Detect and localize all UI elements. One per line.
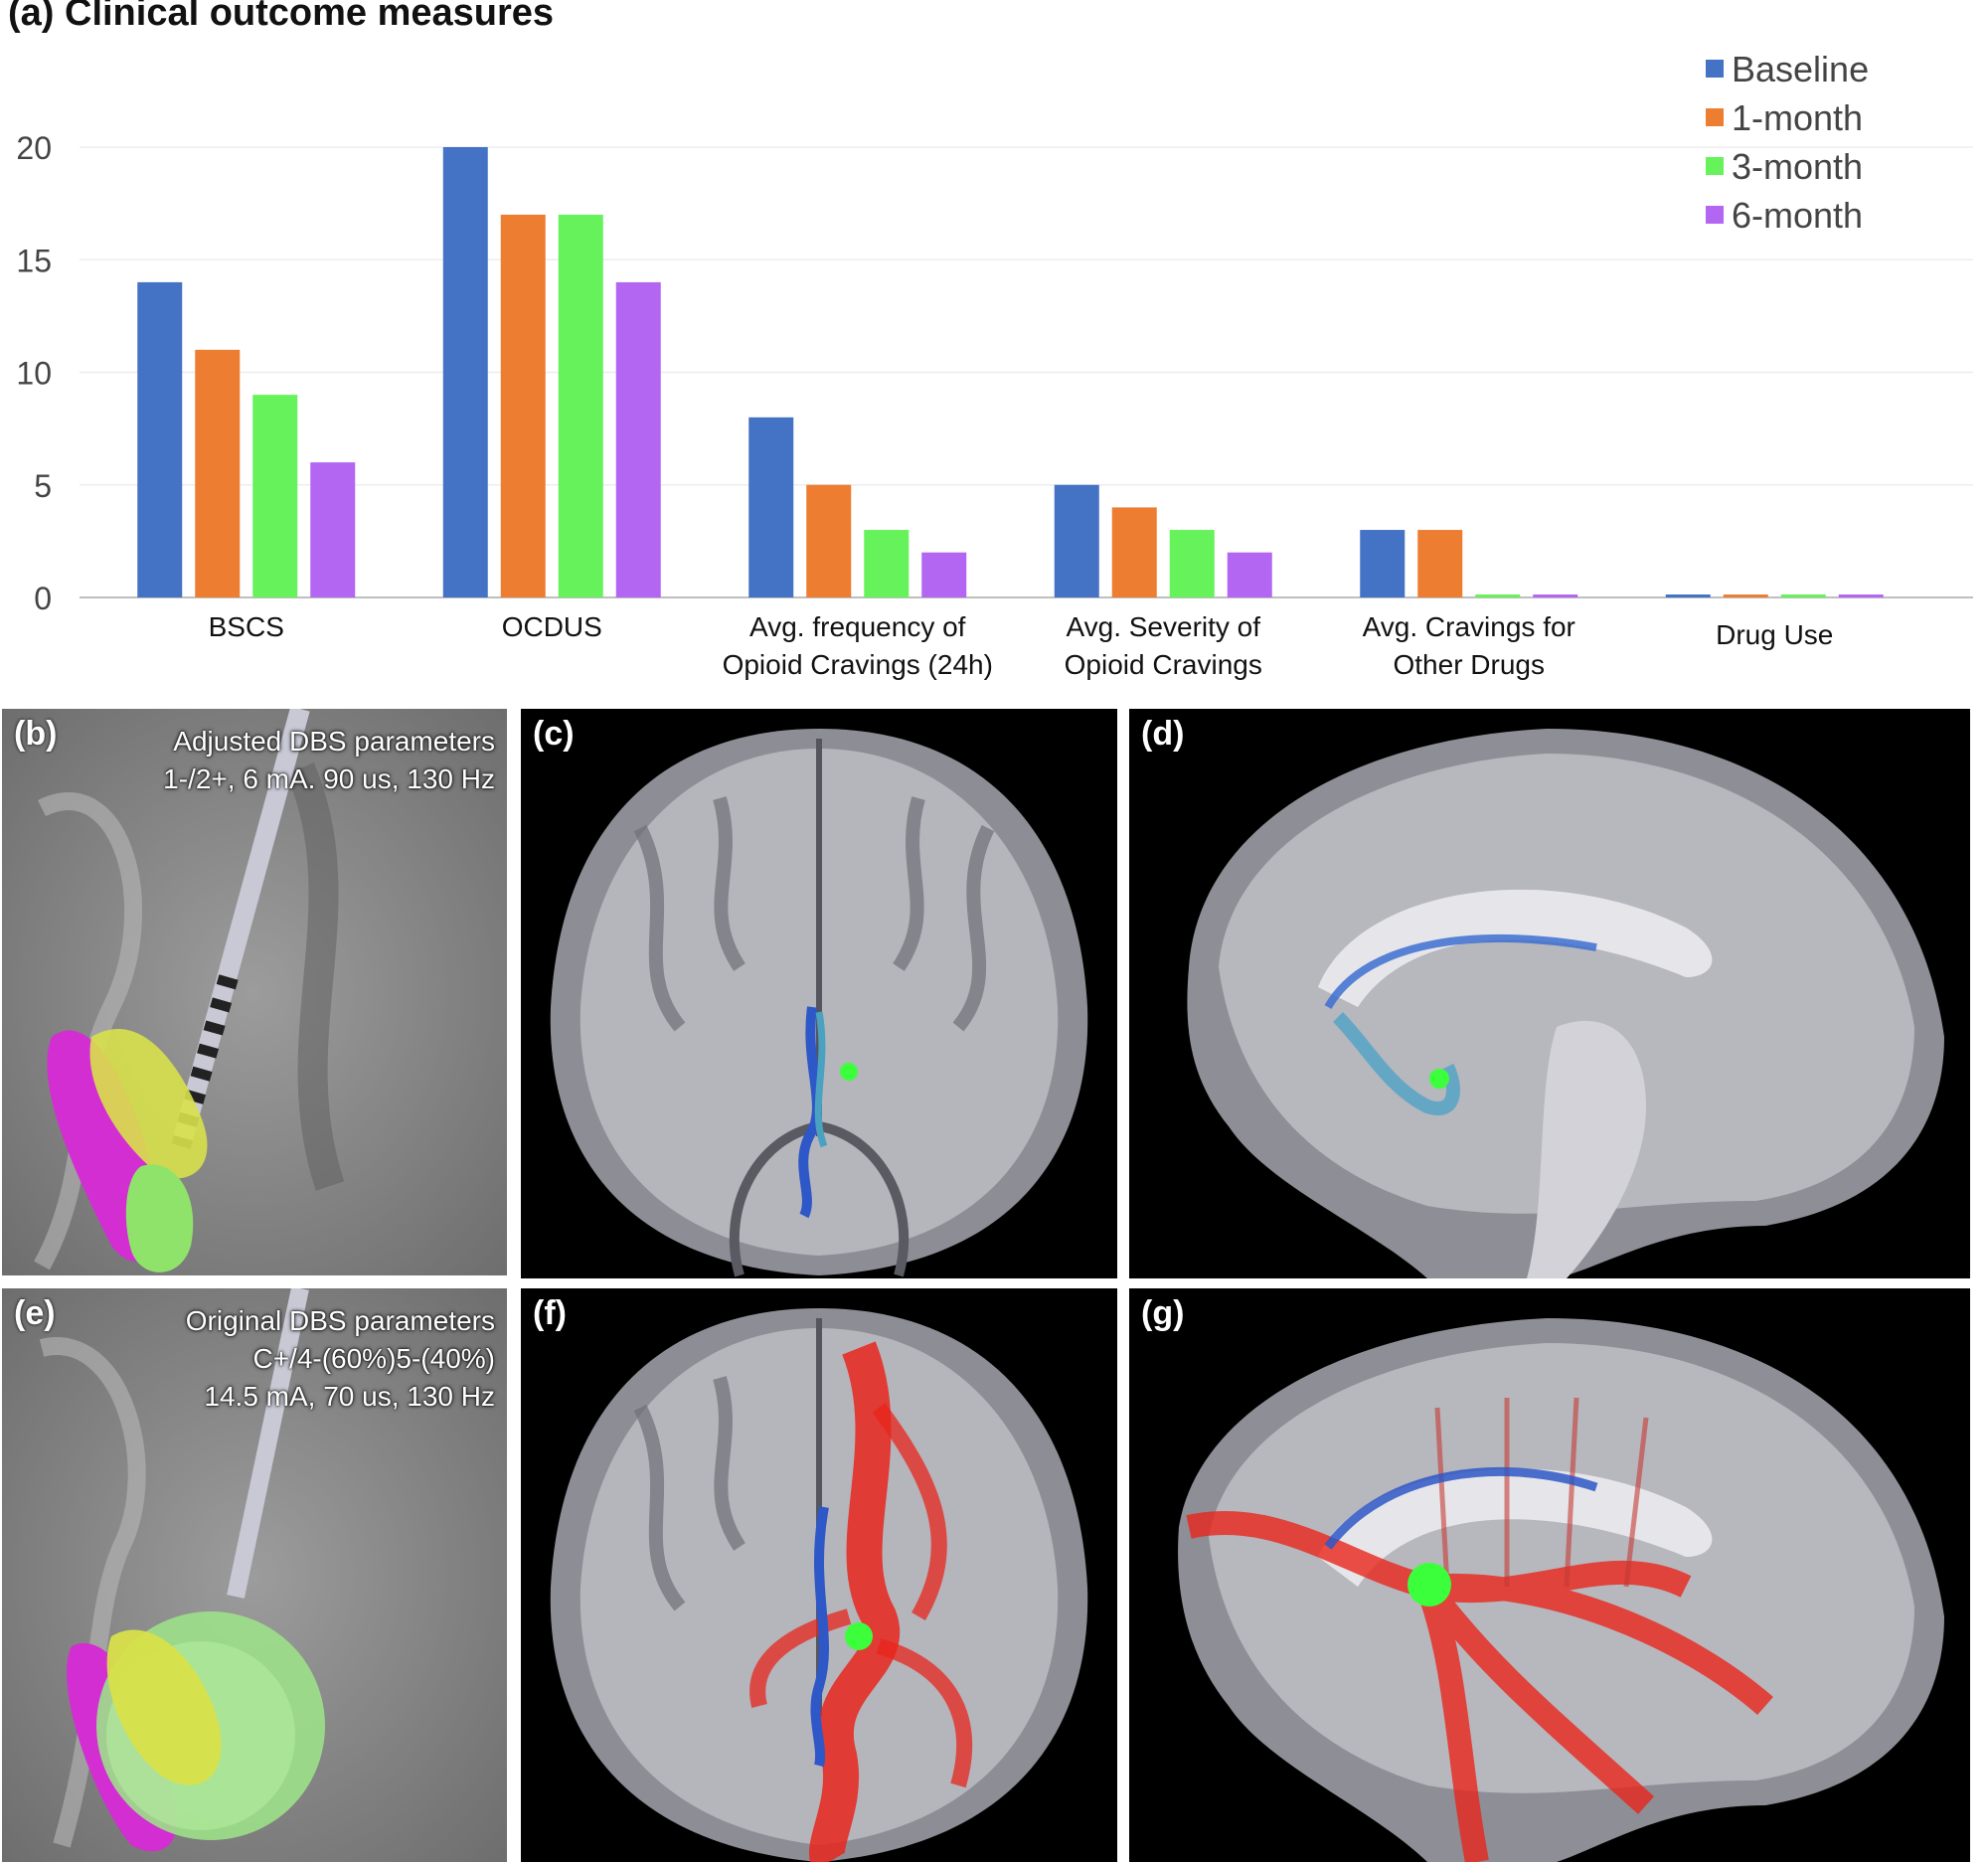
legend-swatch <box>1706 206 1724 224</box>
y-tick-label: 10 <box>16 356 52 392</box>
y-tick-label: 5 <box>34 468 52 504</box>
bar <box>806 484 852 597</box>
panel-label-f: (f) <box>533 1294 567 1332</box>
bar <box>864 530 910 597</box>
bar <box>1533 594 1578 597</box>
panel-label-b: (b) <box>14 715 58 753</box>
sagittal-brain-illustration <box>1187 729 1944 1278</box>
panel-e-electrode-view: (e) Original DBS parameters C+/4-(60%)5-… <box>2 1288 507 1862</box>
x-category-label: Drug Use <box>1716 619 1833 650</box>
adjusted-dbs-parameters: Adjusted DBS parameters 1-/2+, 6 mA. 90 … <box>163 723 495 798</box>
bar <box>1723 594 1768 597</box>
bar <box>500 214 546 597</box>
sagittal-brain-tracts-illustration <box>1178 1318 1944 1862</box>
bar <box>1417 530 1463 597</box>
x-category-label: OCDUS <box>502 611 602 642</box>
panel-label-c: (c) <box>533 715 575 753</box>
bar <box>1360 530 1406 597</box>
x-category-label: Avg. Severity of <box>1066 611 1260 642</box>
bar <box>310 462 356 597</box>
bar <box>442 147 488 597</box>
bar-chart: 0 5 10 15 20 BSCS OCDUS Avg. frequency of Opioid… <box>16 49 1973 680</box>
bar <box>558 214 603 597</box>
y-tick-label: 15 <box>16 243 52 278</box>
param-line: 14.5 mA, 70 us, 130 Hz <box>204 1381 495 1412</box>
panel-label-d: (d) <box>1141 715 1185 753</box>
bar <box>748 417 794 597</box>
y-tick-label: 0 <box>34 581 52 616</box>
electrode-adjusted-illustration <box>2 709 507 1275</box>
electrode-original-illustration <box>2 1288 507 1862</box>
bar <box>921 552 967 597</box>
original-dbs-parameters: Original DBS parameters C+/4-(60%)5-(40%… <box>186 1302 495 1416</box>
x-category-label: Opioid Cravings <box>1065 649 1262 680</box>
legend-label: Baseline <box>1732 49 1869 89</box>
panel-g-sagittal-brain: (g) <box>1129 1288 1970 1862</box>
legend-swatch <box>1706 157 1724 175</box>
x-category-label: Avg. Cravings for <box>1363 611 1575 642</box>
y-tick-label: 20 <box>16 130 52 166</box>
bar <box>1665 594 1711 597</box>
panel-c-coronal-brain: (c) <box>521 709 1117 1278</box>
param-line: Adjusted DBS parameters <box>173 726 495 757</box>
coronal-brain-illustration <box>550 729 1088 1277</box>
bar <box>252 395 298 597</box>
panel-b-electrode-view: (b) Adjusted DBS parameters 1-/2+, 6 mA.… <box>2 709 507 1275</box>
param-line: C+/4-(60%)5-(40%) <box>252 1343 495 1374</box>
x-category-label: Opioid Cravings (24h) <box>723 649 993 680</box>
chart-title: (a) Clinical outcome measures <box>8 0 555 34</box>
legend-swatch <box>1706 60 1724 78</box>
panel-label-g: (g) <box>1141 1294 1185 1332</box>
bar <box>195 349 241 597</box>
bar <box>1780 594 1826 597</box>
legend-label: 6-month <box>1732 195 1863 236</box>
bar <box>1111 507 1157 597</box>
bar <box>137 281 183 597</box>
panel-f-coronal-brain: (f) <box>521 1288 1117 1862</box>
bar <box>1227 552 1272 597</box>
param-line: Original DBS parameters <box>185 1305 495 1336</box>
x-category-label: BSCS <box>209 611 284 642</box>
panel-label-e: (e) <box>14 1294 56 1332</box>
legend-swatch <box>1706 108 1724 126</box>
bar <box>1838 594 1884 597</box>
bar <box>1475 594 1521 597</box>
legend-label: 1-month <box>1732 97 1863 138</box>
panel-d-sagittal-brain: (d) <box>1129 709 1970 1278</box>
bar <box>1054 484 1099 597</box>
bar <box>1169 530 1215 597</box>
legend-label: 3-month <box>1732 146 1863 187</box>
param-line: 1-/2+, 6 mA. 90 us, 130 Hz <box>163 763 495 794</box>
coronal-brain-tracts-illustration <box>550 1308 1088 1862</box>
x-category-label: Other Drugs <box>1394 649 1546 680</box>
bar <box>615 281 661 597</box>
x-category-label: Avg. frequency of <box>749 611 966 642</box>
